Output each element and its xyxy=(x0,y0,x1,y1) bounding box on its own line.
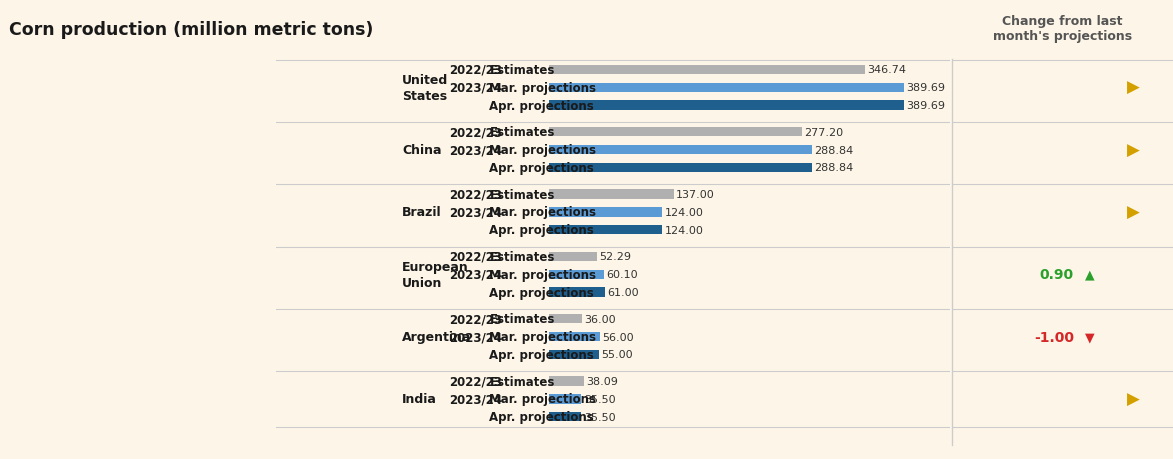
Text: 60.10: 60.10 xyxy=(606,270,638,280)
Text: Estimates: Estimates xyxy=(489,251,555,263)
Text: 56.00: 56.00 xyxy=(603,332,633,342)
Text: Mar. projections: Mar. projections xyxy=(489,206,596,219)
Bar xyxy=(549,146,813,155)
Bar xyxy=(549,226,662,235)
Text: 2023/24: 2023/24 xyxy=(449,144,502,157)
Text: 55.00: 55.00 xyxy=(602,350,633,359)
Bar xyxy=(549,350,599,359)
Text: ▼: ▼ xyxy=(1085,330,1094,343)
Text: Apr. projections: Apr. projections xyxy=(489,286,595,299)
Text: 346.74: 346.74 xyxy=(867,65,907,75)
Text: Mar. projections: Mar. projections xyxy=(489,268,596,281)
Text: Argentina: Argentina xyxy=(402,330,472,343)
Bar xyxy=(549,101,904,111)
Text: Apr. projections: Apr. projections xyxy=(489,162,595,174)
Text: 389.69: 389.69 xyxy=(907,101,945,111)
Bar xyxy=(549,190,674,199)
Text: Corn production (million metric tons): Corn production (million metric tons) xyxy=(9,21,374,39)
Text: 52.29: 52.29 xyxy=(599,252,631,262)
Text: United
States: United States xyxy=(402,73,448,102)
Text: 277.20: 277.20 xyxy=(804,128,843,138)
Text: 137.00: 137.00 xyxy=(676,190,716,200)
Text: 124.00: 124.00 xyxy=(664,225,704,235)
Bar xyxy=(549,412,582,421)
Text: Change from last
month's projections: Change from last month's projections xyxy=(994,15,1132,43)
Bar xyxy=(549,394,582,403)
Text: ▶: ▶ xyxy=(1127,390,1140,408)
Bar xyxy=(549,332,601,341)
Text: 2022/23: 2022/23 xyxy=(449,188,502,201)
Bar xyxy=(549,252,597,262)
Text: 124.00: 124.00 xyxy=(664,207,704,218)
Text: Apr. projections: Apr. projections xyxy=(489,410,595,423)
Text: 2022/23: 2022/23 xyxy=(449,375,502,388)
Text: 2023/24: 2023/24 xyxy=(449,206,502,219)
Text: Apr. projections: Apr. projections xyxy=(489,348,595,361)
Text: Apr. projections: Apr. projections xyxy=(489,224,595,237)
Bar xyxy=(549,314,582,324)
Text: 2023/24: 2023/24 xyxy=(449,268,502,281)
Text: Mar. projections: Mar. projections xyxy=(489,144,596,157)
Text: European
Union: European Union xyxy=(402,260,469,289)
Text: Mar. projections: Mar. projections xyxy=(489,82,596,95)
Text: 38.09: 38.09 xyxy=(586,376,618,386)
Text: 2022/23: 2022/23 xyxy=(449,126,502,139)
Text: Estimates: Estimates xyxy=(489,313,555,325)
Text: Estimates: Estimates xyxy=(489,64,555,77)
Text: Brazil: Brazil xyxy=(402,206,441,219)
Text: 2022/23: 2022/23 xyxy=(449,313,502,325)
Text: 2023/24: 2023/24 xyxy=(449,392,502,405)
Bar xyxy=(549,270,604,279)
Bar xyxy=(549,288,605,297)
Text: Apr. projections: Apr. projections xyxy=(489,100,595,112)
Text: 35.50: 35.50 xyxy=(584,394,616,404)
Text: 2023/24: 2023/24 xyxy=(449,82,502,95)
Bar xyxy=(549,128,802,137)
Text: 36.00: 36.00 xyxy=(584,314,616,324)
Text: 288.84: 288.84 xyxy=(814,146,854,155)
Text: 2022/23: 2022/23 xyxy=(449,64,502,77)
Text: Mar. projections: Mar. projections xyxy=(489,392,596,405)
Text: 288.84: 288.84 xyxy=(814,163,854,173)
Text: ▶: ▶ xyxy=(1127,203,1140,221)
Text: Mar. projections: Mar. projections xyxy=(489,330,596,343)
Text: ▶: ▶ xyxy=(1127,141,1140,159)
Text: ▲: ▲ xyxy=(1085,268,1094,281)
Bar xyxy=(549,66,866,75)
Text: India: India xyxy=(402,392,436,405)
Text: Estimates: Estimates xyxy=(489,188,555,201)
Text: China: China xyxy=(402,144,441,157)
Text: 0.90: 0.90 xyxy=(1039,268,1073,282)
Text: Estimates: Estimates xyxy=(489,126,555,139)
Text: -1.00: -1.00 xyxy=(1033,330,1073,344)
Bar xyxy=(549,208,662,217)
Text: 389.69: 389.69 xyxy=(907,83,945,93)
Text: Estimates: Estimates xyxy=(489,375,555,388)
Bar xyxy=(549,84,904,93)
Text: 35.50: 35.50 xyxy=(584,412,616,422)
Bar xyxy=(549,377,584,386)
Text: ▶: ▶ xyxy=(1127,79,1140,97)
Text: 2022/23: 2022/23 xyxy=(449,251,502,263)
Bar xyxy=(549,163,813,173)
Text: 61.00: 61.00 xyxy=(606,287,638,297)
Text: 2023/24: 2023/24 xyxy=(449,330,502,343)
